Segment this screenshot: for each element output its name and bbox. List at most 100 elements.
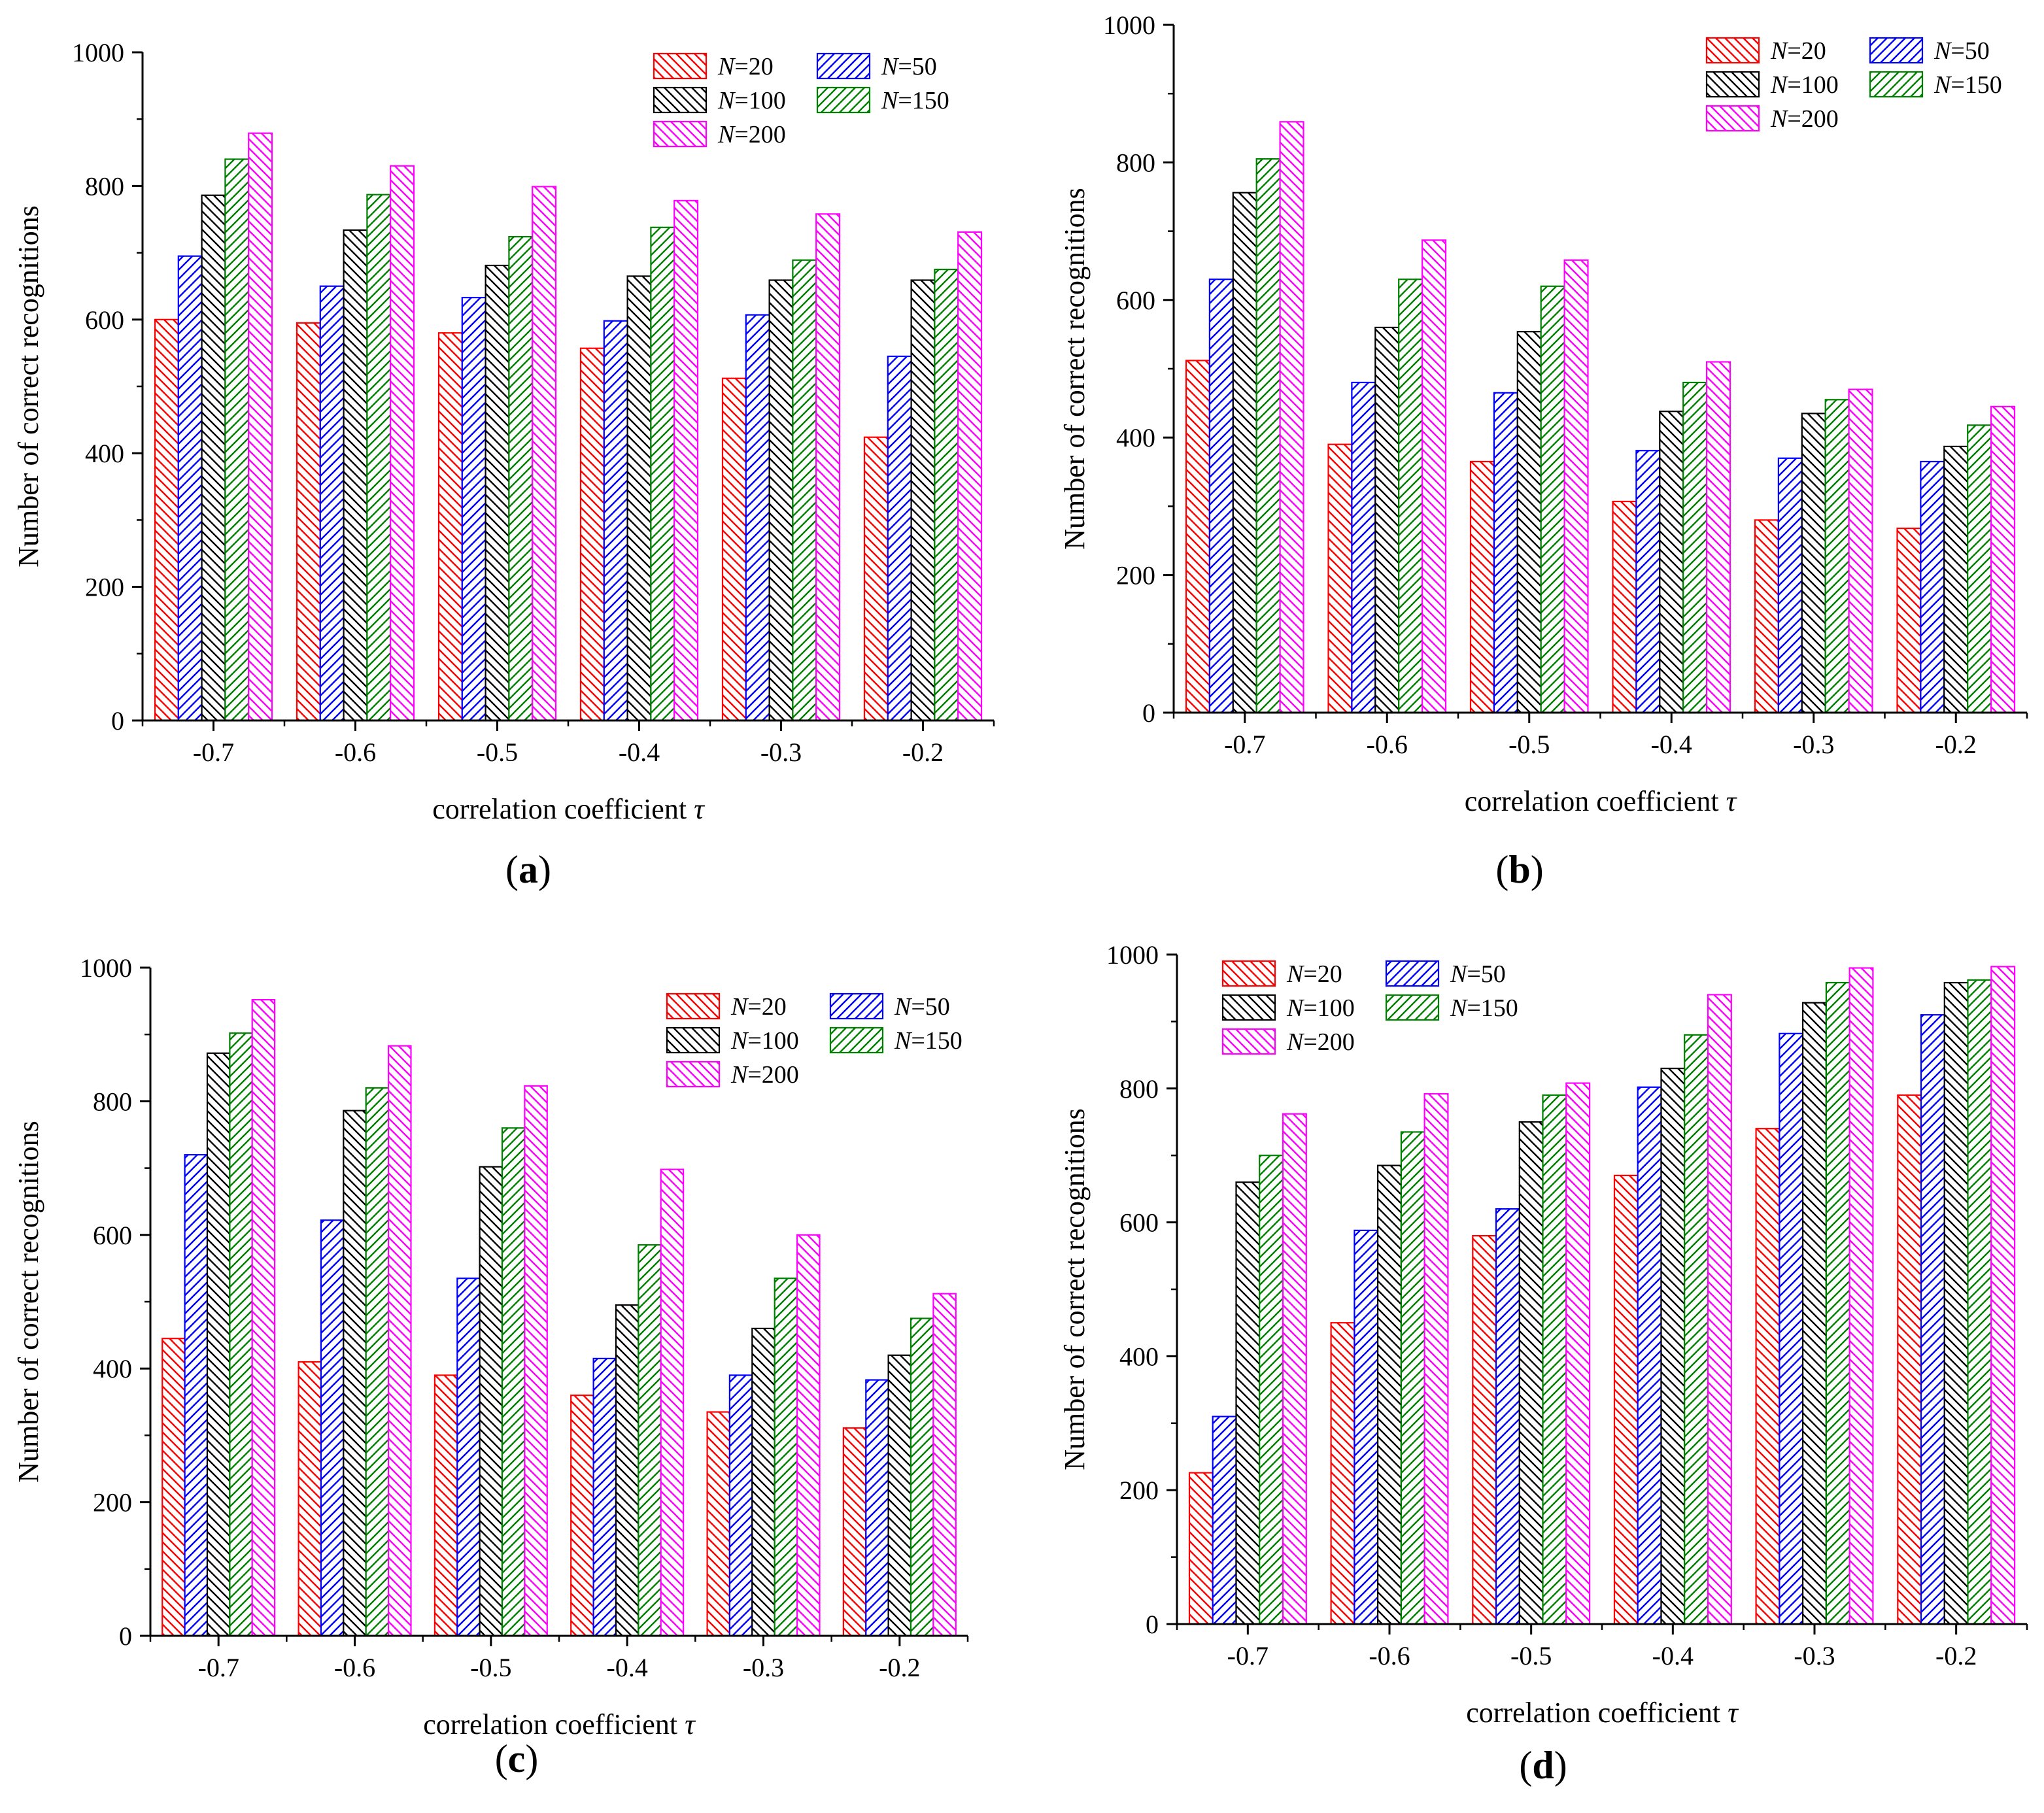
legend-swatch-d-N150	[1385, 994, 1440, 1021]
bar-a-N50-cat5	[887, 355, 912, 722]
bar-b-N200-cat0	[1279, 121, 1304, 714]
bar-d-N150-cat3	[1684, 1034, 1709, 1625]
bar-b-N20-cat3	[1612, 500, 1637, 714]
bar-b-N200-cat4	[1848, 388, 1873, 714]
bar-b-N200-cat5	[1990, 405, 2016, 714]
x-tick-label-b-5: -0.2	[1935, 730, 1977, 759]
panel-label-b: (b)	[1495, 848, 1543, 891]
bar-c-N20-cat3	[570, 1394, 594, 1637]
bar-c-N100-cat2	[479, 1166, 503, 1637]
bar-a-N100-cat5	[910, 279, 936, 722]
y-tick-label-c-400: 400	[93, 1354, 132, 1383]
bar-c-N200-cat4	[796, 1234, 821, 1637]
bar-b-N20-cat1	[1327, 443, 1353, 714]
bar-a-N200-cat4	[815, 213, 841, 722]
bar-a-N150-cat4	[792, 259, 817, 722]
x-tick-label-c-0: -0.7	[198, 1653, 239, 1682]
legend-swatch-a-N50	[816, 52, 871, 80]
bar-b-N200-cat2	[1563, 259, 1589, 714]
bar-d-N150-cat5	[1967, 979, 1992, 1625]
y-tick-label-d-200: 200	[1119, 1476, 1159, 1505]
y-tick-label-d-800: 800	[1119, 1074, 1159, 1104]
bar-c-N200-cat1	[387, 1045, 412, 1637]
x-tick-label-b-1: -0.6	[1367, 730, 1408, 759]
bar-d-N200-cat2	[1565, 1082, 1591, 1625]
bar-b-N50-cat4	[1777, 457, 1803, 714]
x-tick-label-d-1: -0.6	[1369, 1641, 1410, 1670]
legend-label-d-N20: N=20	[1286, 960, 1342, 988]
bar-d-N20-cat5	[1897, 1094, 1922, 1625]
legend-swatch-b-N200	[1705, 105, 1760, 132]
bar-a-N20-cat4	[721, 377, 747, 722]
bar-b-N100-cat0	[1232, 192, 1257, 714]
bar-c-N150-cat2	[501, 1127, 526, 1637]
bar-a-N200-cat5	[957, 231, 983, 722]
bar-b-N100-cat3	[1659, 411, 1684, 714]
bar-b-N20-cat5	[1896, 527, 1922, 714]
x-tick-label-a-1: -0.6	[335, 737, 376, 767]
y-axis-title-d: Number of correct recognitions	[1059, 1108, 1091, 1470]
bar-c-N150-cat3	[638, 1244, 662, 1637]
y-tick-label-b-1000: 1000	[1103, 10, 1155, 40]
x-tick-label-c-5: -0.2	[879, 1653, 920, 1682]
x-tick-label-c-3: -0.4	[607, 1653, 648, 1682]
bar-d-N20-cat3	[1613, 1174, 1639, 1625]
x-tick-label-b-4: -0.3	[1793, 730, 1834, 759]
x-tick-label-b-2: -0.5	[1508, 730, 1550, 759]
y-axis-title-c: Number of correct recognitions	[12, 1121, 44, 1482]
legend-label-a-N200: N=200	[717, 121, 786, 148]
legend-swatch-c-N50	[829, 992, 884, 1020]
legend-swatch-b-N150	[1869, 71, 1924, 98]
legend-swatch-c-N150	[829, 1026, 884, 1054]
bar-b-N50-cat3	[1635, 450, 1661, 714]
bar-c-N50-cat5	[865, 1379, 889, 1637]
bar-c-N20-cat2	[434, 1374, 458, 1637]
bar-c-N100-cat5	[887, 1354, 912, 1637]
bar-d-N200-cat0	[1282, 1113, 1307, 1625]
bar-c-N150-cat4	[774, 1278, 798, 1637]
bar-a-N50-cat2	[461, 297, 486, 722]
x-axis-title-b: correlation coefficient τ	[1465, 785, 1738, 817]
bar-a-N50-cat4	[745, 314, 770, 722]
legend-swatch-c-N20	[666, 992, 721, 1020]
bar-b-N20-cat0	[1185, 360, 1211, 714]
legend-swatch-a-N200	[653, 120, 707, 148]
bar-c-N50-cat1	[320, 1219, 345, 1637]
bar-c-N100-cat3	[615, 1304, 639, 1637]
y-axis-title-b: Number of correct recognitions	[1059, 188, 1091, 549]
bar-c-N200-cat3	[660, 1168, 685, 1637]
y-tick-label-c-0: 0	[119, 1621, 132, 1651]
bar-b-N150-cat0	[1255, 158, 1281, 714]
bar-a-N20-cat2	[437, 332, 463, 722]
bar-b-N150-cat5	[1967, 424, 1992, 714]
bar-d-N50-cat2	[1495, 1208, 1520, 1625]
y-tick-label-c-800: 800	[93, 1087, 132, 1116]
legend-swatch-b-N20	[1705, 37, 1760, 64]
x-tick-label-a-0: -0.7	[193, 737, 234, 767]
legend-swatch-d-N20	[1221, 960, 1276, 987]
bar-b-N50-cat5	[1920, 460, 1945, 714]
bar-a-N20-cat5	[863, 436, 889, 722]
bar-b-N100-cat5	[1943, 445, 1969, 714]
bar-a-N50-cat0	[177, 255, 203, 722]
bar-c-N200-cat0	[251, 998, 276, 1637]
bar-chart-b: 0 200 400 600 800 1000 -0.7 -0.6 -0.5 -0.4 -0.3 -0.…	[1059, 10, 2028, 891]
y-tick-label-c-600: 600	[93, 1221, 132, 1250]
bar-c-N200-cat5	[932, 1293, 957, 1637]
bar-b-N200-cat3	[1705, 361, 1731, 714]
bar-b-N150-cat1	[1398, 279, 1423, 714]
x-tick-label-a-2: -0.5	[477, 737, 518, 767]
bar-d-N200-cat4	[1848, 967, 1874, 1625]
bar-a-N150-cat2	[508, 236, 534, 722]
bar-a-N200-cat3	[673, 199, 699, 722]
x-tick-label-d-5: -0.2	[1935, 1641, 1977, 1670]
bar-c-N100-cat1	[343, 1110, 367, 1637]
bar-a-N50-cat3	[603, 320, 628, 722]
bar-d-N150-cat1	[1400, 1131, 1425, 1625]
bar-c-N50-cat4	[728, 1374, 753, 1637]
bar-d-N100-cat3	[1660, 1068, 1686, 1625]
bar-b-N20-cat4	[1754, 519, 1780, 714]
legend-label-d-N100: N=100	[1286, 994, 1355, 1022]
bar-c-N50-cat2	[456, 1278, 481, 1637]
y-tick-label-b-400: 400	[1116, 423, 1155, 452]
